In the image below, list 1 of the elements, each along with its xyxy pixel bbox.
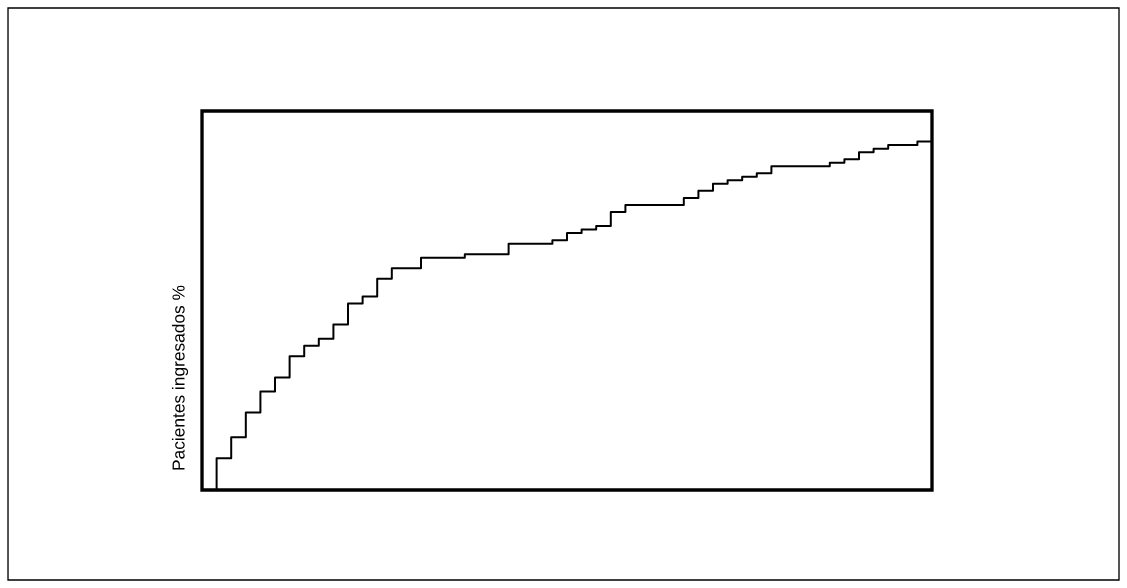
y-axis-title: Pacientes ingresados % (171, 285, 189, 470)
